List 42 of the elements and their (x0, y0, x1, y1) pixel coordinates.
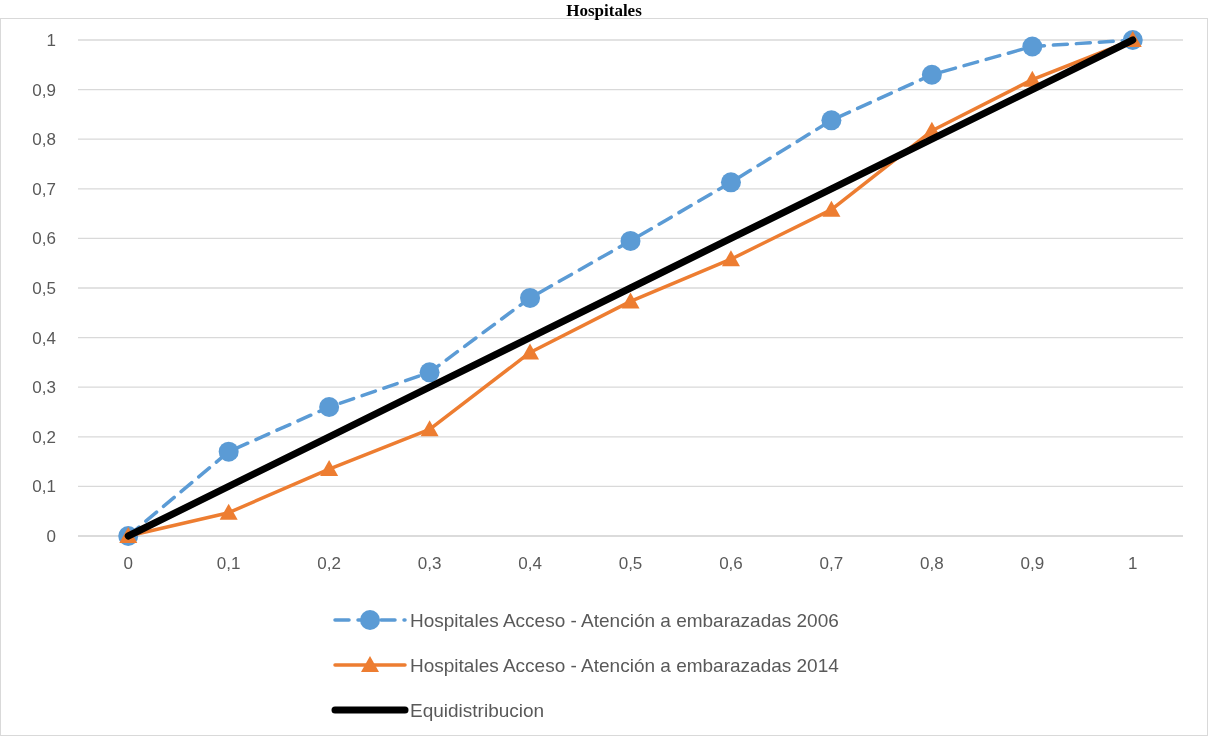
point (319, 397, 340, 418)
point (621, 292, 640, 309)
point (218, 441, 239, 462)
x-tick-label: 1 (1128, 554, 1138, 573)
y-tick-label: 0,3 (32, 378, 56, 398)
point (921, 64, 942, 85)
point (520, 287, 541, 308)
x-tick-label: 0,7 (819, 554, 844, 573)
y-tick-label: 0,2 (32, 427, 56, 447)
point (320, 460, 339, 477)
x-tick-label: 0 (123, 554, 133, 573)
point (1022, 36, 1043, 57)
point (219, 503, 238, 520)
y-tick-label: 0,8 (32, 130, 56, 150)
point (721, 250, 740, 267)
y-tick-label: 0,5 (32, 278, 56, 298)
x-tick-label: 0,1 (216, 554, 241, 573)
y-tick-label: 0,6 (32, 229, 56, 249)
y-tick-label: 0 (46, 526, 56, 546)
x-tick-label: 0,8 (920, 554, 944, 573)
point (720, 172, 741, 193)
point (521, 343, 540, 360)
x-tick-label: 0,5 (618, 554, 643, 573)
legend-label: Equidistribucion (410, 699, 545, 721)
point (822, 200, 841, 217)
x-tick-label: 0,6 (719, 554, 743, 573)
x-tick-label: 0,3 (417, 554, 442, 573)
legend-label: Hospitales Acceso - Atención a embarazadas 2014 (410, 654, 840, 676)
y-tick-label: 0,7 (32, 179, 56, 199)
point (419, 362, 440, 383)
point (821, 110, 842, 131)
legend-label: Hospitales Acceso - Atención a embarazadas 2006 (410, 609, 839, 631)
y-tick-label: 0,9 (32, 80, 56, 100)
x-tick-label: 0,9 (1020, 554, 1045, 573)
y-tick-label: 0,4 (32, 328, 56, 348)
point (620, 230, 641, 251)
point (420, 420, 439, 437)
x-tick-label: 0,2 (317, 554, 341, 573)
y-tick-label: 1 (46, 30, 56, 50)
x-tick-label: 0,4 (518, 554, 542, 573)
chart-title: Hospitales (566, 1, 643, 20)
y-tick-label: 0,1 (32, 477, 56, 497)
